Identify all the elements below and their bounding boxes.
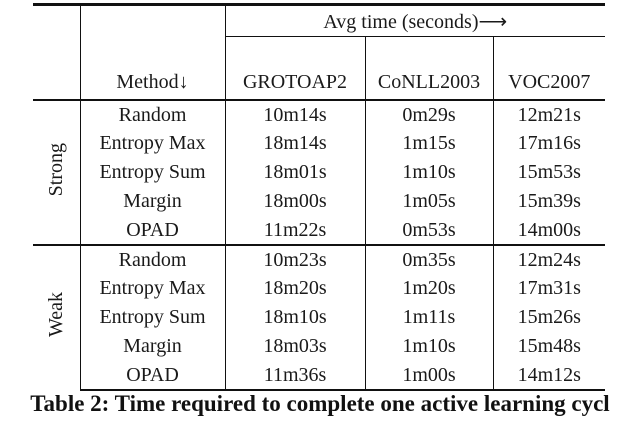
- group-label-text: Strong: [45, 142, 68, 197]
- value-cell: 17m31s: [517, 277, 581, 299]
- value-cell: 0m29s: [365, 100, 494, 129]
- value-cell: 1m10s: [365, 158, 494, 187]
- method-cell: Margin: [80, 332, 226, 361]
- value-cell: 12m21s: [517, 103, 581, 126]
- method-cell: Random: [80, 244, 226, 274]
- corner-cell-method: [80, 3, 226, 37]
- value-cell: 11m22s: [225, 216, 366, 245]
- value-cell: 15m53s: [517, 161, 581, 183]
- method-cell: Random: [80, 100, 226, 129]
- group-label-text: Weak: [45, 292, 68, 338]
- value-cell: 12m24s: [493, 244, 606, 274]
- value-cell: 18m14s: [225, 129, 366, 158]
- value-cell: 18m00s: [225, 187, 366, 216]
- table-row: OPAD 11m36s 1m00s 14m12s: [33, 361, 606, 391]
- value-cell: 10m23s: [225, 244, 366, 274]
- value-cell: 17m16s: [517, 132, 581, 154]
- group-label-cell: Weak: [33, 244, 81, 390]
- value-cell: 1m11s: [365, 303, 494, 332]
- value-cell: 0m35s: [365, 244, 494, 274]
- table-row: Entropy Max 18m14s 1m15s 17m16s: [33, 129, 605, 158]
- table-row: Entropy Max 18m20s 1m20s 17m31s: [33, 274, 605, 303]
- header-columns-row: Method↓ GROTOAP2 CoNLL2003 VOC2007: [33, 36, 606, 101]
- value-cell: 14m00s: [517, 218, 581, 241]
- table-row: Entropy Sum 18m01s 1m10s 15m53s: [33, 158, 605, 187]
- method-cell: OPAD: [80, 361, 226, 391]
- value-cell: 15m48s: [517, 335, 581, 357]
- value-cell: 1m05s: [365, 187, 494, 216]
- results-table: Avg time (seconds)⟶ Method↓ GROTOAP2 CoN…: [33, 3, 606, 391]
- table-row: Margin 18m03s 1m10s 15m48s: [33, 332, 605, 361]
- group-label-cell: Strong: [33, 100, 81, 245]
- column-header-voc2007: VOC2007: [493, 36, 606, 101]
- value-cell: 14m12s: [493, 361, 606, 391]
- table-row: Strong Random 10m14s 0m29s 12m21s: [33, 100, 605, 245]
- value-cell: 11m36s: [225, 361, 366, 391]
- value-cell: 15m39s: [517, 190, 581, 212]
- value-cell: 10m14s: [225, 100, 366, 129]
- column-header-conll2003: CoNLL2003: [365, 36, 494, 101]
- value-cell: 1m00s: [365, 361, 494, 391]
- value-cell: 1m10s: [365, 332, 494, 361]
- method-cell: Margin: [80, 187, 226, 216]
- method-cell: Entropy Sum: [80, 303, 226, 332]
- corner-cell-group: [33, 3, 81, 37]
- method-cell: Entropy Max: [80, 274, 226, 303]
- value-cell: 18m20s: [225, 274, 366, 303]
- header-span-row: Avg time (seconds)⟶: [33, 3, 606, 37]
- value-cell: 1m15s: [365, 129, 494, 158]
- value-cell: 15m26s: [517, 306, 581, 328]
- value-cell: 18m01s: [225, 158, 366, 187]
- table-caption: Table 2: Time required to complete one a…: [30, 391, 610, 416]
- value-cell: 18m03s: [225, 332, 366, 361]
- table-row: Weak Random 10m23s 0m35s 12m24s: [33, 244, 606, 390]
- table-row: Margin 18m00s 1m05s 15m39s: [33, 187, 605, 216]
- value-cell: 18m10s: [225, 303, 366, 332]
- table-row: Entropy Sum 18m10s 1m11s 15m26s: [33, 303, 605, 332]
- column-header-grotoap2: GROTOAP2: [225, 36, 366, 101]
- value-cell: 0m53s: [365, 216, 494, 245]
- table-row: OPAD 11m22s 0m53s 14m00s: [33, 216, 605, 245]
- method-cell: Entropy Max: [80, 129, 226, 158]
- value-cell: 1m20s: [365, 274, 494, 303]
- corner-cell-group-2: [33, 36, 81, 101]
- avg-time-span-header: Avg time (seconds)⟶: [225, 3, 606, 37]
- method-cell: OPAD: [80, 216, 226, 245]
- method-column-header: Method↓: [80, 36, 226, 101]
- method-cell: Entropy Sum: [80, 158, 226, 187]
